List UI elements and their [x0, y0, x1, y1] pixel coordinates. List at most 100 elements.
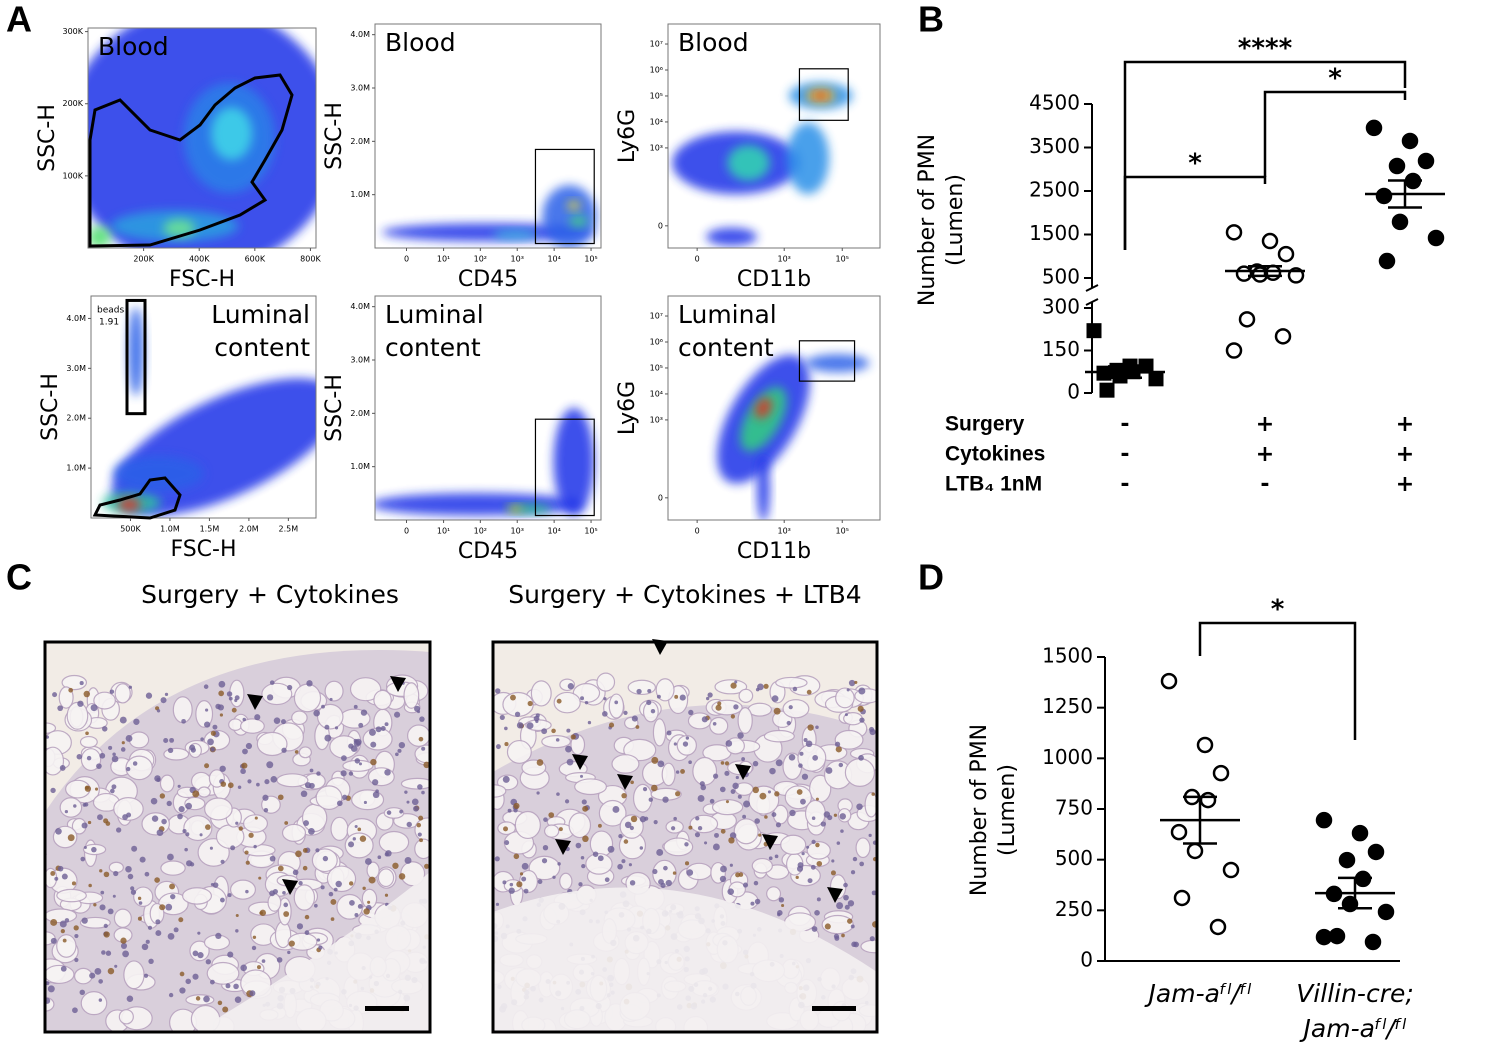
nucleus	[316, 771, 321, 776]
nucleus	[348, 771, 354, 776]
nucleus	[99, 904, 106, 911]
nucleus	[700, 784, 707, 791]
arrowhead	[617, 774, 633, 790]
nucleus	[824, 923, 831, 930]
nucleus	[823, 811, 831, 818]
nucleus	[218, 690, 225, 697]
nucleus	[671, 826, 676, 831]
nucleus	[701, 716, 708, 723]
nucleus	[112, 894, 116, 898]
nucleus	[126, 995, 134, 1003]
nucleus	[295, 850, 302, 858]
nucleus	[192, 790, 200, 798]
crypt	[835, 687, 855, 709]
crypt	[655, 678, 675, 702]
gate-name: beads	[97, 306, 124, 316]
nucleus	[242, 717, 247, 722]
crypt	[293, 683, 322, 713]
nucleus	[580, 855, 585, 860]
nucleus	[227, 893, 232, 898]
nucleus	[185, 832, 190, 837]
nucleus	[871, 890, 877, 896]
crypt	[256, 731, 288, 757]
crypt	[267, 893, 282, 912]
nucleus	[368, 876, 376, 884]
gate	[92, 476, 182, 520]
density-blob	[706, 227, 758, 246]
nucleus	[84, 802, 89, 807]
nucleus	[59, 920, 67, 928]
nucleus	[567, 683, 574, 690]
nucleus	[220, 859, 225, 864]
nucleus	[680, 768, 685, 774]
nucleus	[719, 786, 726, 793]
data-point	[1427, 229, 1445, 247]
nucleus	[204, 763, 210, 769]
nucleus	[513, 808, 518, 813]
nucleus	[859, 861, 865, 867]
crypt	[414, 817, 430, 843]
flow-plot: 0 10¹ 10² 10³ 10⁴ 10⁵ 1.0M 2.0M 3.0M 4.0M CD45 SSC-…	[322, 23, 602, 292]
nucleus	[516, 722, 524, 729]
nucleus	[340, 770, 347, 777]
nucleus	[298, 880, 303, 886]
crypt	[118, 1009, 134, 1025]
nucleus	[629, 880, 636, 886]
density	[375, 408, 595, 516]
nucleus	[296, 923, 304, 930]
data-point	[1222, 861, 1240, 879]
nucleus	[684, 861, 690, 866]
plot-title: content	[678, 333, 774, 362]
nucleus	[646, 700, 652, 706]
nucleus	[730, 682, 737, 689]
crypt	[114, 683, 131, 704]
nucleus	[743, 800, 751, 808]
nucleus	[548, 812, 555, 818]
nucleus	[130, 886, 135, 891]
nucleus	[266, 761, 274, 769]
submucosa	[195, 872, 430, 1032]
nucleus	[235, 929, 239, 933]
nucleus	[651, 756, 659, 764]
crypt	[172, 696, 193, 724]
nucleus	[94, 967, 102, 975]
nucleus	[419, 716, 425, 722]
data-point	[1274, 328, 1292, 345]
nucleus	[363, 908, 370, 915]
data-point	[1338, 851, 1356, 869]
nucleus	[673, 742, 677, 746]
nucleus	[836, 841, 841, 845]
nucleus	[276, 957, 283, 963]
nucleus	[55, 827, 62, 835]
y-tick-label: 10⁵	[650, 91, 663, 100]
nucleus	[395, 752, 399, 757]
nucleus	[775, 759, 783, 767]
nucleus	[341, 755, 347, 762]
nucleus	[839, 813, 846, 820]
nucleus	[67, 834, 75, 842]
crypt	[414, 744, 430, 764]
nucleus	[419, 838, 423, 843]
density-blob	[757, 455, 770, 520]
nucleus	[272, 889, 278, 895]
nucleus	[197, 931, 201, 935]
nucleus	[796, 865, 804, 872]
nucleus	[235, 821, 239, 825]
x-tick-label: Jam-aᶠˡ/ᶠˡ	[1299, 1014, 1407, 1043]
nucleus	[283, 902, 289, 908]
nucleus	[852, 856, 858, 862]
data-point	[1225, 224, 1243, 241]
x-tick-label: 1.5M	[200, 525, 220, 534]
crypt	[281, 823, 307, 842]
condition-name: Surgery	[945, 413, 1025, 436]
density-blob	[727, 144, 770, 181]
significance-label: *	[1188, 149, 1202, 179]
y-tick-label: 1500	[1029, 221, 1080, 245]
nucleus	[820, 821, 826, 827]
crypt	[293, 884, 316, 911]
crypt	[806, 841, 831, 860]
nucleus	[45, 735, 50, 739]
nucleus	[273, 717, 281, 724]
nucleus	[742, 814, 747, 819]
nucleus	[217, 1000, 223, 1006]
